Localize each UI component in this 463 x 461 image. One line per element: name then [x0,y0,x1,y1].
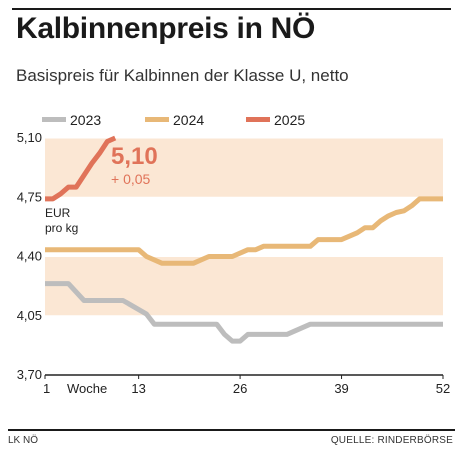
footer-source: QUELLE: RINDERBÖRSE [330,435,453,446]
series-line-2025 [45,135,117,202]
unit-label-eur: EUR [45,206,71,220]
x-tick-label-3: 39 [334,381,348,396]
x-tick-label-1: 13 [131,381,145,396]
x-tick-label-2: 26 [233,381,247,396]
legend-label-2024: 2024 [173,112,204,128]
y-tick-label-4: 5,10 [17,130,42,145]
x-tick-label-4: 52 [436,381,450,396]
y-tick-label-1: 4,05 [17,308,42,323]
unit-label-per-kg: pro kg [45,221,78,235]
x-tick-labels: 1 13 26 39 52 Woche [43,381,450,396]
y-tick-label-2: 4,40 [17,249,42,264]
series-line-2023 [45,281,443,344]
band-0 [45,138,443,198]
footer-credit: LK NÖ [8,435,39,446]
annotation-change: + 0,05 [111,171,151,187]
legend-label-2023: 2023 [70,112,101,128]
x-tick-label-0: 1 [43,381,50,396]
top-rule [12,8,451,10]
annotation-value: 5,10 [111,143,158,170]
bottom-rule [8,429,455,431]
y-tick-labels: 3,70 4,05 4,40 4,75 5,10 [17,130,42,382]
y-tick-label-3: 4,75 [17,189,42,204]
legend-swatch-2023 [42,117,66,122]
legend-swatch-2025 [246,117,270,122]
y-tick-label-0: 3,70 [17,367,42,382]
legend-swatch-2024 [145,117,169,122]
chart-title: Kalbinnenpreis in NÖ [16,12,316,45]
series-line-2024 [45,196,443,266]
chart-subtitle: Basispreis für Kalbinnen der Klasse U, n… [16,66,349,85]
series-lines [45,135,443,344]
legend-label-2025: 2025 [274,112,305,128]
legend: 2023 2024 2025 [42,112,305,128]
band-1 [45,256,443,316]
x-axis-title: Woche [67,381,107,396]
background-bands [45,138,443,316]
